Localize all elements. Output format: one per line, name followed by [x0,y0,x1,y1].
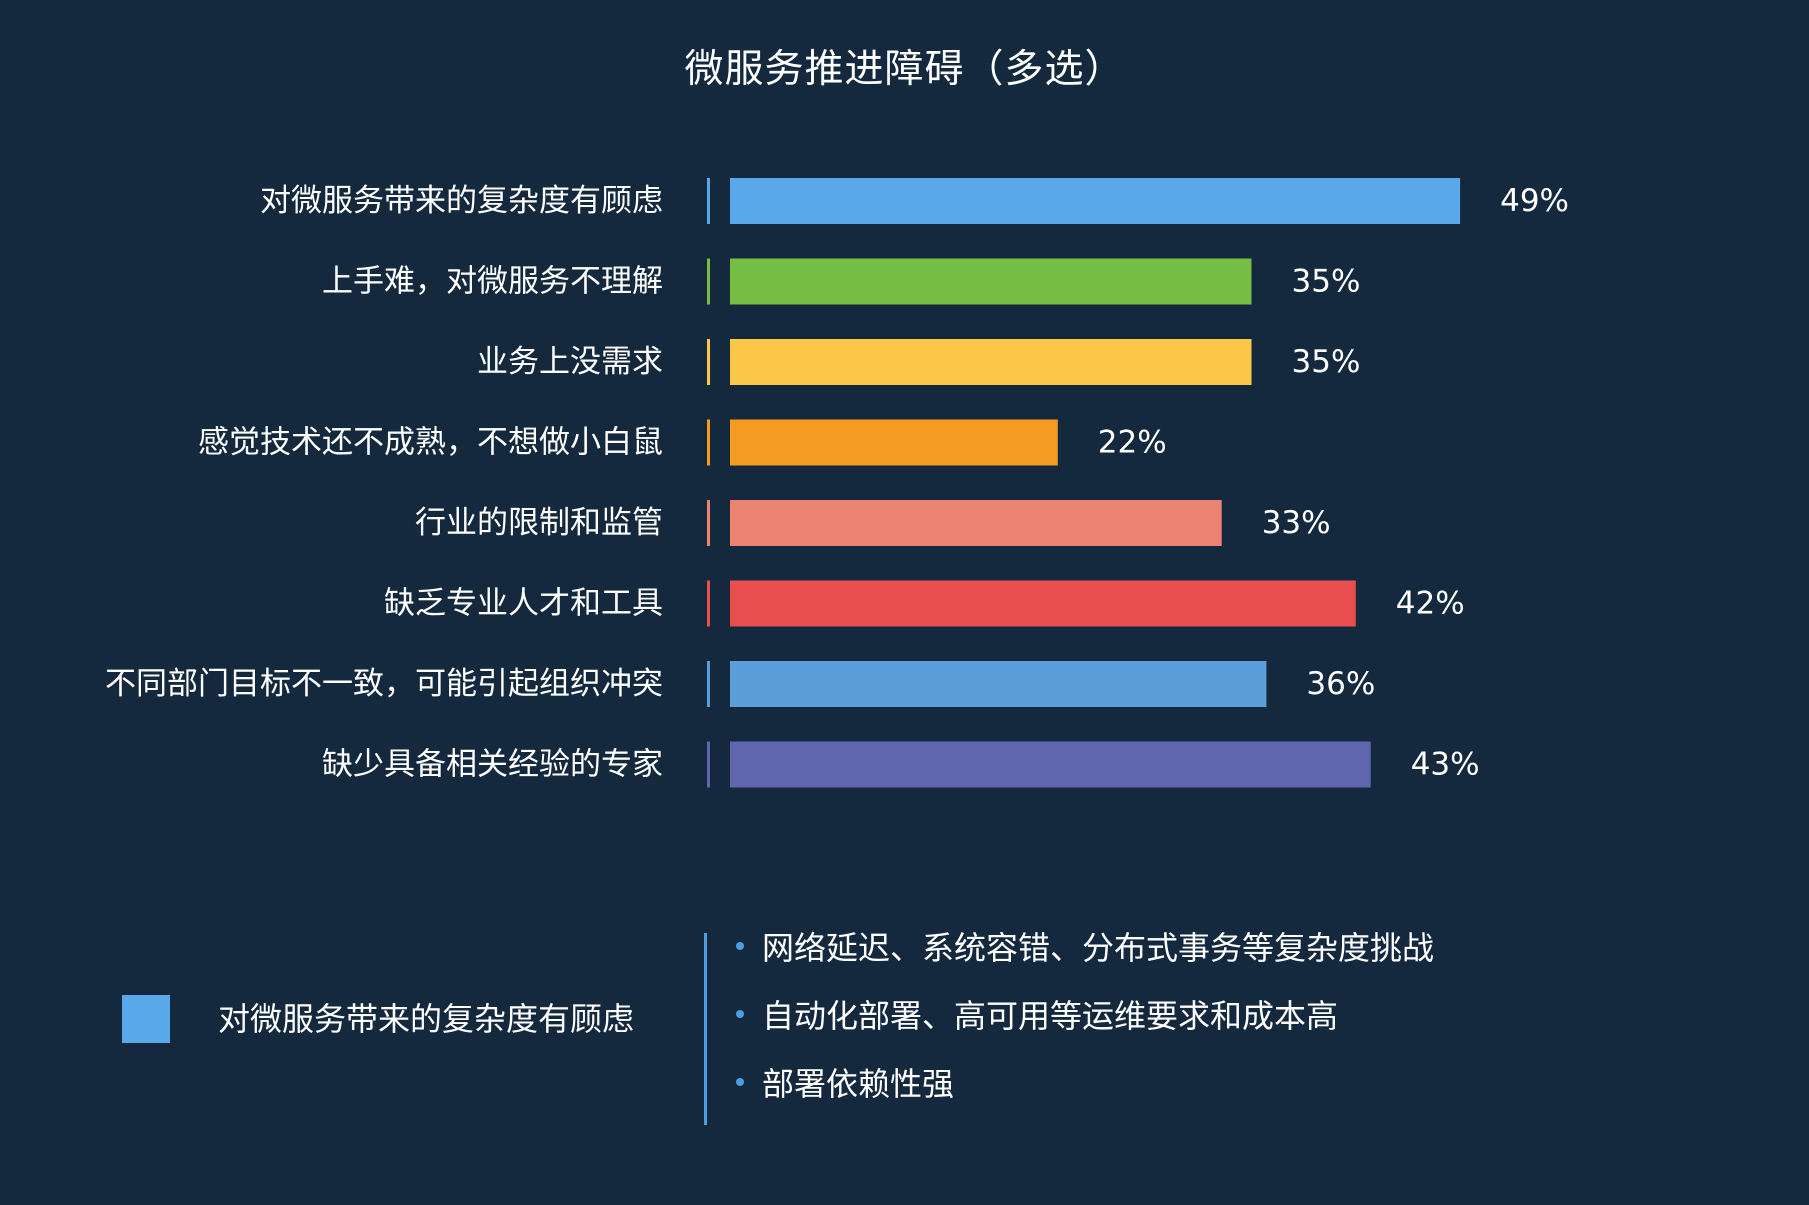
detail-item: 网络延迟、系统容错、分布式事务等复杂度挑战 [736,920,1434,988]
category-label: 不同部门目标不一致，可能引起组织冲突 [105,666,663,702]
category-tick [707,339,710,385]
bullet-icon [736,1078,744,1086]
detail-list: 网络延迟、系统容错、分布式事务等复杂度挑战 自动化部署、高可用等运维要求和成本高… [736,920,1434,1124]
category-label: 感觉技术还不成熟，不想做小白鼠 [198,425,663,461]
category-tick [707,258,710,305]
bullet-icon [736,942,744,950]
category-label: 缺乏专业人才和工具 [384,586,663,622]
value-label: 43% [1411,747,1480,783]
detail-panel: 对微服务带来的复杂度有顾虑 网络延迟、系统容错、分布式事务等复杂度挑战 自动化部… [0,920,1809,1125]
detail-item: 部署依赖性强 [736,1056,1434,1124]
chart-title: 微服务推进障碍（多选） [684,47,1125,92]
bar [730,500,1222,546]
bar [730,741,1371,788]
category-label: 上手难，对微服务不理解 [322,264,663,300]
detail-item-text: 网络延迟、系统容错、分布式事务等复杂度挑战 [762,929,1435,967]
category-tick [707,741,710,788]
detail-divider [704,933,707,1125]
bar [730,580,1356,627]
category-label: 对微服务带来的复杂度有顾虑 [260,183,663,219]
value-label: 22% [1098,425,1167,461]
bar [730,178,1461,224]
bar [730,339,1252,385]
value-label: 35% [1292,344,1361,380]
category-label: 缺少具备相关经验的专家 [322,747,663,783]
detail-item: 自动化部署、高可用等运维要求和成本高 [736,988,1434,1056]
category-tick [707,419,710,466]
category-tick [707,661,710,707]
legend-label: 对微服务带来的复杂度有顾虑 [218,1000,635,1038]
category-label: 行业的限制和监管 [415,505,663,541]
category-label: 业务上没需求 [477,344,663,380]
bullet-icon [736,1010,744,1018]
category-tick [707,178,710,224]
bar [730,258,1252,305]
value-label: 36% [1306,666,1375,702]
value-label: 49% [1500,183,1569,219]
value-label: 33% [1262,505,1331,541]
value-label: 42% [1396,586,1465,622]
value-label: 35% [1292,264,1361,300]
bar [730,661,1267,707]
legend-swatch [122,995,170,1043]
category-tick [707,580,710,627]
category-tick [707,500,710,546]
detail-item-text: 自动化部署、高可用等运维要求和成本高 [762,997,1339,1035]
detail-item-text: 部署依赖性强 [762,1065,955,1103]
bar [730,419,1058,466]
